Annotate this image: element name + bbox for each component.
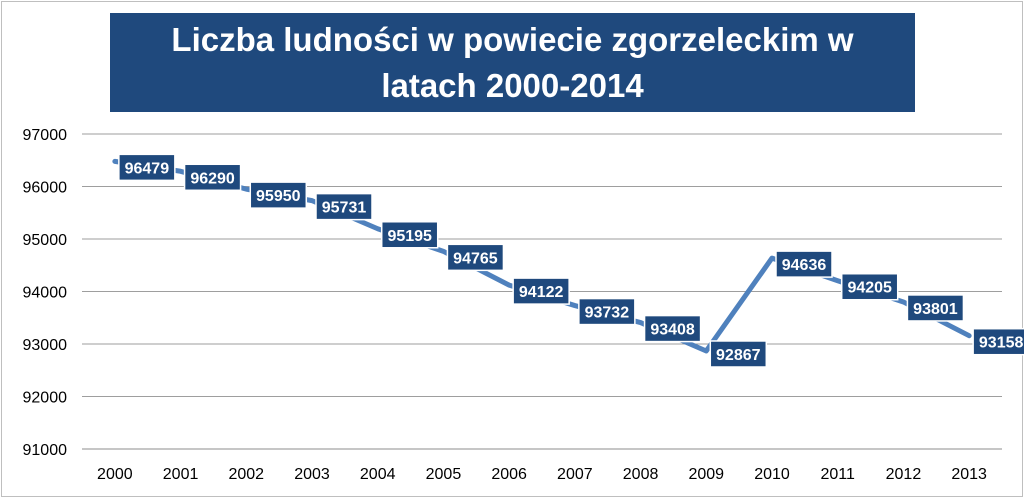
data-label-box: [249, 181, 308, 209]
x-tick-label: 2011: [821, 466, 856, 483]
data-label: 93158: [972, 327, 1024, 356]
data-label-box: [709, 340, 768, 368]
y-tick-label: 95000: [23, 232, 68, 249]
chart-title-box: Liczba ludności w powiecie zgorzeleckim …: [110, 13, 915, 112]
data-label-box: [643, 314, 702, 343]
data-label-box: [578, 297, 636, 326]
data-label-box: [315, 192, 373, 221]
data-labels: 96479 96290 95950 95731 95195 94765 94122 93732…: [118, 153, 1024, 368]
data-label-box: [118, 153, 176, 182]
y-tick-label: 96000: [23, 180, 68, 197]
data-label-text: 96290: [190, 170, 235, 187]
data-label: 94205: [840, 272, 899, 301]
data-label-text: 93158: [979, 335, 1024, 352]
data-label-box: [906, 294, 965, 322]
x-tick-label: 2008: [623, 466, 659, 483]
y-tick-label: 93000: [23, 337, 68, 354]
data-label: 92867: [709, 340, 768, 368]
data-label-box: [972, 327, 1024, 356]
x-tick-label: 2003: [294, 466, 330, 483]
x-tick-label: 2005: [426, 466, 462, 483]
data-label: 95195: [380, 221, 439, 249]
x-tick-label: 2013: [951, 466, 987, 483]
data-label-box: [446, 243, 505, 272]
data-label: 94765: [446, 243, 505, 272]
data-label-box: [840, 272, 899, 301]
x-tick-label: 2002: [228, 466, 264, 483]
data-label-text: 94636: [782, 257, 827, 274]
series-layer: [112, 158, 972, 354]
y-tick-label: 91000: [23, 442, 68, 459]
data-label-text: 94205: [847, 280, 892, 297]
x-tick-label: 2009: [688, 466, 724, 483]
data-label: 93408: [643, 314, 702, 343]
chart-title: Liczba ludności w powiecie zgorzeleckim …: [171, 20, 854, 104]
data-label-text: 95731: [322, 200, 367, 217]
data-label-text: 92867: [716, 347, 761, 364]
data-label-text: 93801: [913, 301, 958, 318]
data-label-box: [512, 277, 570, 305]
y-axis-ticks: 97000 96000 95000 94000 93000 92000 91000: [23, 127, 68, 459]
data-label-box: [775, 250, 833, 278]
data-label: 96290: [183, 163, 242, 192]
data-label-text: 95950: [256, 188, 301, 205]
x-axis-ticks: 2000 2001 2002 2003 2004 2005 2006 2007 2008 2009…: [97, 466, 987, 483]
x-tick-label: 2004: [360, 466, 396, 483]
data-label: 93801: [906, 294, 965, 322]
series-line: [112, 158, 972, 354]
data-label: 94122: [512, 277, 570, 305]
x-tick-label: 2010: [754, 466, 790, 483]
x-tick-label: 2000: [97, 466, 133, 483]
data-label-box: [380, 221, 439, 249]
data-label-box: [183, 163, 242, 192]
data-label: 95731: [315, 192, 373, 221]
data-label-text: 94765: [453, 250, 498, 267]
data-label: 94636: [775, 250, 833, 278]
data-label: 95950: [249, 181, 308, 209]
data-label: 96479: [118, 153, 176, 182]
data-label-text: 94122: [519, 284, 564, 301]
y-tick-label: 92000: [23, 390, 68, 407]
x-tick-label: 2012: [886, 466, 922, 483]
data-label-text: 95195: [387, 228, 432, 245]
x-tick-label: 2006: [491, 466, 527, 483]
data-label-text: 96479: [125, 160, 170, 177]
y-tick-label: 94000: [23, 285, 68, 302]
y-tick-label: 97000: [23, 127, 68, 144]
data-label-text: 93408: [650, 322, 695, 339]
data-label: 93732: [578, 297, 636, 326]
x-tick-label: 2007: [557, 466, 593, 483]
data-label-text: 93732: [585, 305, 630, 322]
x-tick-label: 2001: [163, 466, 199, 483]
